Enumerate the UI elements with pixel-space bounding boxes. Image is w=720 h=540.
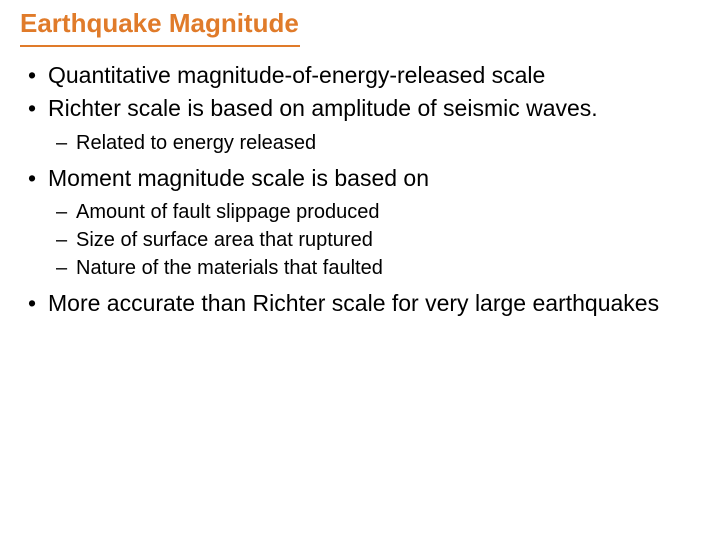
bullet-item: Quantitative magnitude-of-energy-release… xyxy=(48,61,700,90)
sub-bullet-list: Related to energy released xyxy=(48,130,700,156)
bullet-item: Moment magnitude scale is based on Amoun… xyxy=(48,164,700,281)
sub-bullet-item: Amount of fault slippage produced xyxy=(76,199,700,225)
slide-title: Earthquake Magnitude xyxy=(20,8,700,41)
bullet-list: Quantitative magnitude-of-energy-release… xyxy=(20,61,700,319)
bullet-item: Richter scale is based on amplitude of s… xyxy=(48,94,700,155)
bullet-item: More accurate than Richter scale for ver… xyxy=(48,289,700,318)
bullet-text: Richter scale is based on amplitude of s… xyxy=(48,95,598,121)
slide: Earthquake Magnitude Quantitative magnit… xyxy=(0,0,720,540)
sub-bullet-list: Amount of fault slippage produced Size o… xyxy=(48,199,700,281)
sub-bullet-item: Related to energy released xyxy=(76,130,700,156)
bullet-text: Moment magnitude scale is based on xyxy=(48,165,429,191)
bullet-text: Quantitative magnitude-of-energy-release… xyxy=(48,62,545,88)
sub-bullet-item: Size of surface area that ruptured xyxy=(76,227,700,253)
title-underline xyxy=(20,45,300,47)
sub-bullet-item: Nature of the materials that faulted xyxy=(76,255,700,281)
bullet-text: More accurate than Richter scale for ver… xyxy=(48,290,659,316)
